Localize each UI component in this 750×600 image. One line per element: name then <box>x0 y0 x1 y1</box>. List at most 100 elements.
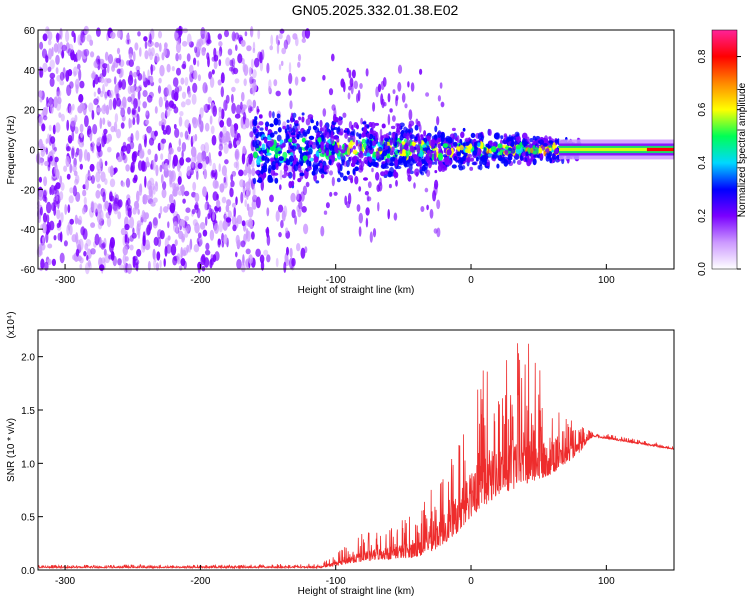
spectrogram-cell <box>197 162 203 170</box>
spectrogram-cell <box>292 170 296 181</box>
spectrogram-cell <box>276 113 281 119</box>
spectrogram-cell <box>136 113 140 125</box>
spectrogram-cell <box>185 157 191 163</box>
spectrogram-cell <box>112 200 118 211</box>
spectrogram-cell <box>245 228 249 240</box>
spectrogram-cell <box>142 134 146 141</box>
spectrogram-cell <box>275 163 279 171</box>
spectrogram-cell <box>278 128 282 132</box>
spectrogram-cell <box>343 81 346 93</box>
spectrogram-cell <box>235 196 238 206</box>
spectrogram-cell <box>57 42 61 54</box>
spectrogram-cell <box>95 189 101 199</box>
spectrogram-cell <box>173 124 177 129</box>
spectrogram-cell <box>196 208 201 219</box>
spectrogram-cell <box>156 251 161 261</box>
spectrogram-cell <box>510 141 515 145</box>
spectrogram-cell <box>362 130 366 136</box>
spectrogram-cell <box>155 164 159 177</box>
spectrogram-cell <box>389 108 393 113</box>
spectrogram-cell <box>252 82 257 93</box>
spectrogram-cell <box>446 149 452 156</box>
spectrogram-cell <box>47 66 52 73</box>
spectrogram-cell <box>294 76 299 86</box>
spectrogram-cell <box>116 97 122 107</box>
spectrogram-cell <box>286 119 290 124</box>
spectrogram-cell <box>389 139 393 146</box>
spectrogram-cell <box>248 66 252 77</box>
spectrogram-cell <box>223 234 228 245</box>
spectrogram-cell <box>59 252 65 264</box>
y-tick-label: 2.0 <box>21 353 35 364</box>
spectrogram-cell <box>99 264 105 271</box>
spectrogram-cell <box>69 187 74 194</box>
spectrogram-cell <box>118 199 123 208</box>
spectrogram-cell <box>498 157 503 161</box>
spectrogram-cell <box>407 81 410 88</box>
spectrogram-cell <box>40 159 44 166</box>
spectrogram-cell <box>153 258 156 269</box>
spectrogram-cell <box>186 53 191 62</box>
spectrogram-cell <box>103 202 107 212</box>
spectrogram-cell <box>477 142 481 148</box>
spectrogram-cell <box>124 223 130 231</box>
spectrogram-cell <box>273 147 279 154</box>
spectrogram-cell <box>514 131 520 137</box>
colorbar-tick-label: 0.2 <box>697 209 708 223</box>
spectrogram-cell <box>184 227 189 238</box>
spectrogram-cell <box>225 217 232 223</box>
spectrogram-cell <box>323 124 328 135</box>
spectrogram-cell <box>395 179 398 187</box>
spectrogram-cell <box>366 138 370 147</box>
colorbar-tick-label: 0.6 <box>697 102 708 116</box>
spectrogram-cell <box>375 171 380 181</box>
spectrogram-cell <box>426 204 429 211</box>
spectrogram-cell <box>95 208 98 217</box>
spectrogram-cell <box>371 140 377 147</box>
spectrogram-cell <box>261 143 266 152</box>
spectrogram-cell <box>372 102 376 112</box>
spectrogram-cell <box>190 156 195 168</box>
spectrogram-cell <box>204 202 208 211</box>
spectrogram-cell <box>42 212 48 223</box>
spectrogram-cell <box>38 115 43 124</box>
spectrogram-cell <box>240 263 246 273</box>
spectrogram-cell <box>554 148 559 154</box>
spectrogram-cell <box>352 145 356 150</box>
spectrogram-cell <box>275 210 280 222</box>
spectrogram-cell <box>50 149 56 155</box>
spectrogram-cell <box>288 155 294 163</box>
spectrogram-cell <box>90 143 94 152</box>
spectrogram-cell <box>286 124 290 130</box>
spectrogram-cell <box>127 207 132 218</box>
spectrogram-cell <box>38 138 43 150</box>
spectrogram-cell <box>398 159 403 164</box>
spectrogram-cell <box>177 146 182 153</box>
spectrogram-cell <box>232 67 239 75</box>
spectrogram-cell <box>169 179 173 188</box>
spectrogram-cell <box>72 185 77 197</box>
spectrogram-cell <box>252 126 257 134</box>
spectrogram-cell <box>159 205 163 215</box>
spectrogram-cell <box>375 86 379 98</box>
spectrogram-cell <box>91 141 95 154</box>
spectrogram-cell <box>202 104 207 112</box>
spectrogram-cell <box>77 255 82 262</box>
spectrogram-cell <box>102 132 107 145</box>
spectrogram-cell <box>311 119 315 124</box>
spectrogram-cell <box>288 72 293 85</box>
spectrogram-y-label: Frequency (Hz) <box>6 116 17 185</box>
spectrogram-cell <box>150 63 153 76</box>
spectrogram-cell <box>238 169 244 177</box>
spectrogram-cell <box>343 145 348 152</box>
spectrogram-cell <box>56 32 60 43</box>
spectrogram-cell <box>430 151 433 159</box>
spectrogram-cell <box>555 139 558 144</box>
colorbar-tick-label: 0.8 <box>697 49 708 63</box>
spectrogram-cell <box>213 54 219 62</box>
spectrogram-cell <box>279 144 284 150</box>
spectrogram-cell <box>244 199 247 208</box>
spectrogram-cell <box>192 117 198 129</box>
spectrogram-cell <box>199 222 206 230</box>
spectrogram-cell <box>107 146 112 153</box>
